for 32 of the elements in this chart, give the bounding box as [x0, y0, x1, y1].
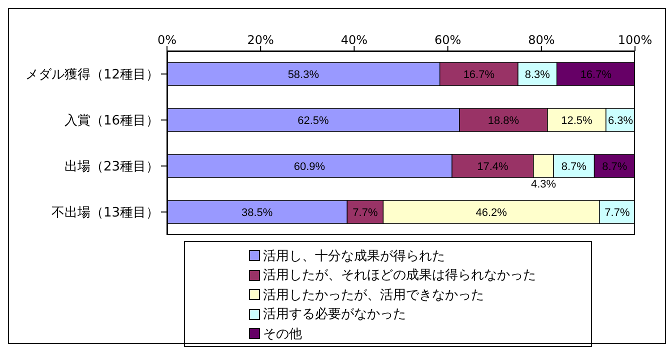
data-label: 46.2%	[476, 207, 508, 219]
x-tick-label: 80%	[528, 33, 555, 47]
y-tick-label: 出場（23種目）	[64, 160, 159, 175]
data-label: 8.7%	[602, 161, 628, 173]
data-label: 8.7%	[561, 161, 587, 173]
data-label: 38.5%	[241, 207, 273, 219]
data-label: 58.3%	[288, 69, 320, 81]
data-label: 6.3%	[608, 115, 634, 127]
data-label: 60.9%	[294, 161, 326, 173]
x-tick-label: 60%	[434, 33, 462, 47]
data-label: 18.8%	[488, 115, 520, 127]
x-tick-label: 0%	[157, 33, 177, 47]
x-tick-label: 100%	[618, 33, 652, 47]
data-label: 16.7%	[463, 69, 495, 81]
data-label: 62.5%	[298, 115, 330, 127]
legend-label: 活用したが、それほどの成果は得られなかった	[263, 267, 536, 284]
data-label: 4.3%	[530, 178, 556, 190]
y-tick-label: メダル獲得（12種目）	[25, 68, 159, 83]
legend-label: その他	[263, 326, 302, 343]
data-label: 8.3%	[524, 69, 550, 81]
legend-label: 活用し、十分な成果が得られた	[263, 248, 445, 265]
data-label: 17.4%	[477, 161, 509, 173]
y-tick-label: 入賞（16種目）	[64, 114, 159, 129]
data-label: 7.7%	[604, 207, 630, 219]
data-label: 16.7%	[580, 69, 612, 81]
x-tick-label: 40%	[340, 33, 368, 47]
legend-label: 活用する必要がなかった	[263, 306, 406, 324]
legend-label: 活用したかったが、活用できなかった	[263, 286, 484, 304]
data-label: 12.5%	[561, 115, 593, 127]
x-tick-label: 20%	[247, 33, 274, 47]
y-tick-label: 不出場（13種目）	[51, 206, 159, 221]
data-label: 7.7%	[352, 207, 378, 219]
